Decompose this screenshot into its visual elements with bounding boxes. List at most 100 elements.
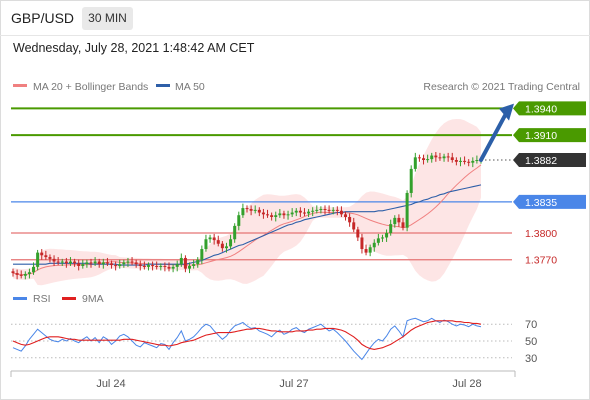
candle-body [64, 261, 68, 264]
candle-body [19, 274, 23, 276]
candle-body [286, 214, 290, 216]
candle-body [335, 209, 339, 211]
chart-header: GBP/USD 30 MIN [0, 0, 590, 36]
candle-body [438, 157, 442, 159]
candle-body [138, 264, 142, 266]
candle-body [229, 239, 233, 247]
candle-body [237, 215, 241, 226]
candle-body [68, 261, 72, 264]
candle-body [352, 222, 356, 230]
candle-body [364, 249, 368, 253]
rsi-panel: 30 50 70 [11, 317, 537, 365]
candle-body [245, 208, 249, 210]
candle-body [155, 265, 159, 267]
candle-body [60, 261, 64, 263]
ma20-legend-swatch [13, 84, 27, 87]
candle-body [27, 272, 31, 274]
candle-body [200, 249, 204, 260]
rsi-ma-legend-label: 9MA [82, 293, 104, 305]
candle-body [101, 262, 105, 265]
timeframe-badge[interactable]: 30 MIN [82, 7, 133, 30]
candle-body [274, 215, 278, 217]
candle-body [56, 261, 60, 263]
rsi-ytick-label: 70 [525, 319, 537, 331]
candle-body [118, 264, 122, 266]
candle-body [442, 156, 446, 159]
last-level-label: 1.3882 [525, 155, 557, 167]
candle-body [163, 265, 167, 267]
candle-body [422, 158, 426, 161]
candle-body [175, 264, 179, 267]
candle-body [204, 239, 208, 250]
candle-body [270, 215, 274, 217]
candle-body [323, 208, 327, 210]
candle-body [463, 160, 467, 162]
candle-body [315, 209, 319, 211]
candle-body [327, 209, 331, 211]
candle-body [249, 208, 253, 211]
candle-body [192, 264, 196, 266]
candle-body [146, 265, 150, 267]
candle-body [23, 273, 27, 276]
candle-body [266, 214, 270, 216]
candle-body [183, 257, 187, 269]
forecast-arrow-shaft [479, 111, 508, 163]
candle-body [122, 262, 126, 265]
candle-body [339, 210, 343, 215]
candle-body [278, 213, 282, 216]
candle-body [413, 157, 417, 169]
candle-body [73, 261, 77, 264]
candle-body [40, 252, 44, 256]
candle-body [114, 265, 118, 267]
candle-body [208, 237, 212, 240]
candle-body [179, 257, 183, 265]
candle-body [142, 265, 146, 267]
candle-body [105, 262, 109, 264]
candle-body [15, 273, 19, 275]
forecast-arrow [479, 103, 514, 163]
candle-body [434, 155, 438, 158]
rsi-legend-label: RSI [33, 293, 51, 305]
candle-body [81, 264, 85, 266]
candle-body [307, 211, 311, 214]
candle-body [302, 212, 306, 214]
support-level-label: 1.3800 [525, 228, 557, 240]
candle-body [368, 247, 372, 253]
candle-body [467, 161, 471, 163]
candle-body [389, 224, 393, 234]
candle-body [224, 246, 228, 249]
candle-body [405, 192, 409, 228]
x-tick-label: Jul 27 [279, 378, 308, 390]
candle-body [167, 266, 171, 269]
candle-body [32, 266, 36, 273]
resistance-label-box [513, 128, 586, 143]
candle-body [311, 210, 315, 212]
candle-body [393, 217, 397, 225]
candle-body [196, 259, 200, 265]
candle-body [348, 216, 352, 223]
candle-body [475, 160, 479, 162]
candle-body [257, 209, 261, 213]
x-tick-label: Jul 28 [452, 378, 481, 390]
header-divider [0, 35, 590, 36]
pivot-level-label: 1.3835 [525, 197, 557, 209]
candle-body [253, 209, 257, 211]
candle-body [376, 238, 380, 243]
candle-body [97, 261, 101, 265]
candle-body [220, 243, 224, 249]
last-label-box [513, 153, 586, 168]
candle-body [360, 237, 364, 250]
candle-body [385, 233, 389, 238]
candle-body [216, 240, 220, 244]
candle-body [188, 265, 192, 269]
candle-body [446, 156, 450, 158]
ma50-legend-label: MA 50 [175, 81, 205, 93]
candle-body [159, 265, 163, 267]
candle-body [471, 160, 475, 163]
candle-body [409, 168, 413, 193]
candle-body [126, 261, 130, 263]
chart-datetime: Wednesday, July 28, 2021 1:48:42 AM CET [13, 41, 255, 55]
candle-body [93, 261, 97, 264]
candle-body [417, 157, 421, 159]
rsi-ma-line [12, 320, 482, 350]
